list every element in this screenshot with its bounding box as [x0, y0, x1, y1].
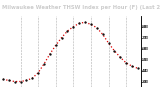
Text: 50: 50: [142, 58, 147, 62]
Text: Milwaukee Weather THSW Index per Hour (F) (Last 24 Hours): Milwaukee Weather THSW Index per Hour (F…: [2, 5, 160, 10]
Text: 60: 60: [142, 47, 147, 51]
Text: 40: 40: [142, 69, 147, 73]
Text: 30: 30: [142, 80, 147, 84]
Text: 70: 70: [142, 36, 147, 40]
Text: 80: 80: [142, 25, 147, 29]
